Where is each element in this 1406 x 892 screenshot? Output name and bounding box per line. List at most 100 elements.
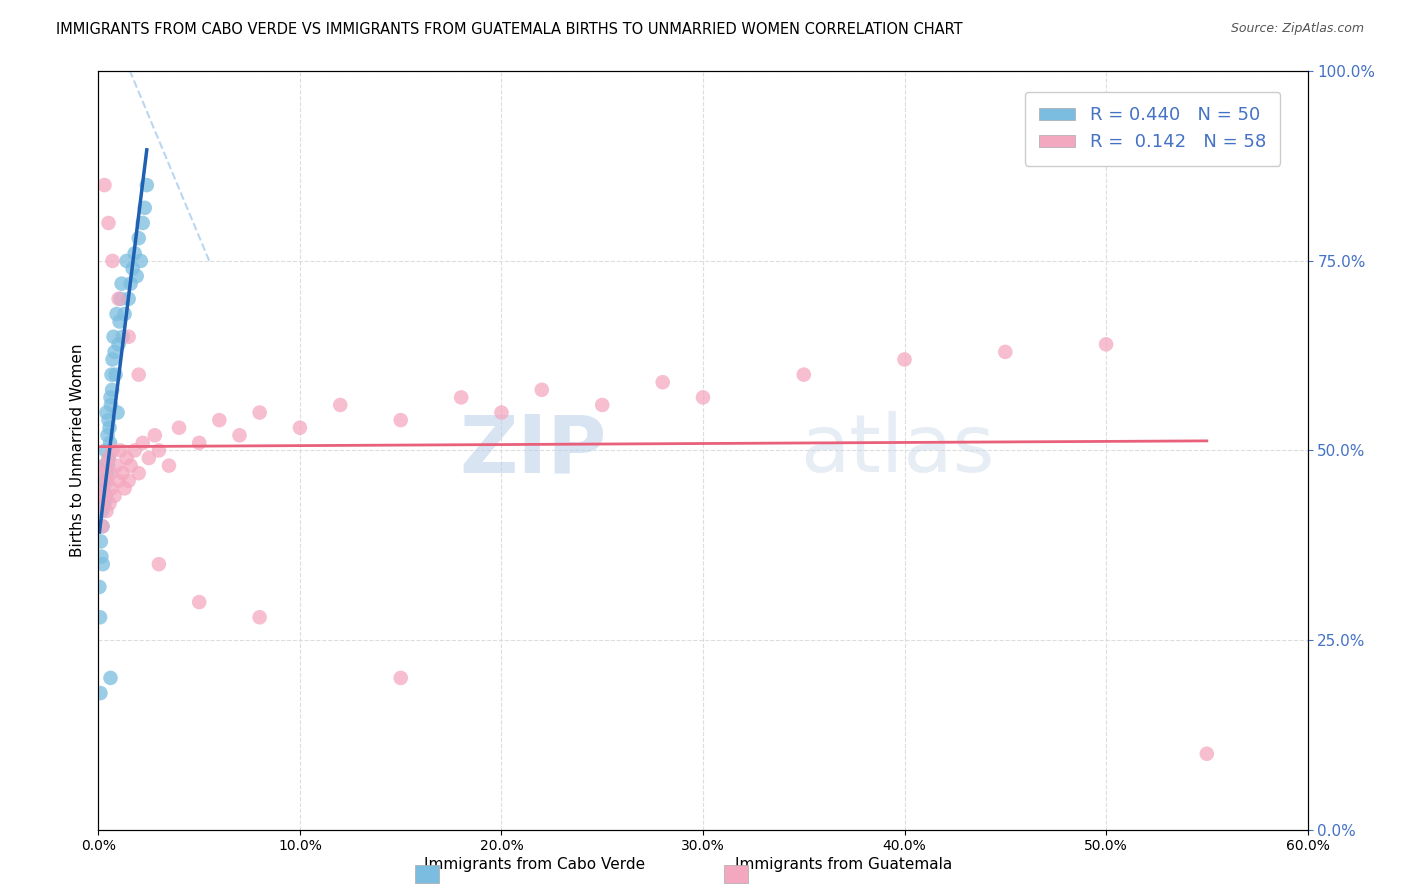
Point xyxy=(91,519,114,533)
Point xyxy=(97,451,120,466)
Point xyxy=(100,466,122,480)
Point xyxy=(93,466,115,480)
Point xyxy=(167,421,190,435)
Point xyxy=(157,458,180,473)
Point xyxy=(90,534,112,549)
Point xyxy=(208,413,231,427)
Point xyxy=(89,580,111,594)
Point xyxy=(101,352,124,367)
Point xyxy=(118,330,141,344)
Point xyxy=(96,466,118,480)
Point xyxy=(98,436,121,450)
Point xyxy=(94,489,117,503)
Point xyxy=(450,391,472,405)
Point xyxy=(110,277,132,291)
Point xyxy=(105,458,128,473)
Text: IMMIGRANTS FROM CABO VERDE VS IMMIGRANTS FROM GUATEMALA BIRTHS TO UNMARRIED WOME: IMMIGRANTS FROM CABO VERDE VS IMMIGRANTS… xyxy=(56,22,963,37)
Point xyxy=(97,451,120,466)
Text: ZIP: ZIP xyxy=(458,411,606,490)
Point xyxy=(138,451,160,466)
Point xyxy=(107,474,129,488)
Point xyxy=(96,504,118,518)
Point xyxy=(93,482,115,496)
Point xyxy=(389,413,412,427)
Point xyxy=(1195,747,1218,761)
Point xyxy=(107,405,129,420)
Point xyxy=(120,458,142,473)
Point xyxy=(110,292,132,306)
Point xyxy=(91,557,114,572)
Point xyxy=(651,376,673,390)
Point xyxy=(96,405,118,420)
Point xyxy=(96,474,118,488)
Point xyxy=(124,246,146,260)
Point xyxy=(107,292,129,306)
Point xyxy=(1095,337,1118,351)
Point xyxy=(249,610,271,624)
Point xyxy=(125,269,148,284)
Point xyxy=(129,253,152,268)
Point xyxy=(249,405,271,420)
Point xyxy=(89,686,111,700)
Point xyxy=(97,216,120,230)
Point xyxy=(93,489,115,503)
Point xyxy=(188,595,211,609)
Point xyxy=(118,474,141,488)
Text: Immigrants from Guatemala: Immigrants from Guatemala xyxy=(735,857,952,872)
Point xyxy=(692,391,714,405)
Point xyxy=(90,482,112,496)
Point xyxy=(128,368,150,382)
Point xyxy=(100,368,122,382)
Point xyxy=(118,292,141,306)
Point xyxy=(128,231,150,245)
Point xyxy=(98,496,121,510)
Point xyxy=(329,398,352,412)
Point xyxy=(108,315,131,329)
Text: Immigrants from Cabo Verde: Immigrants from Cabo Verde xyxy=(423,857,645,872)
Point xyxy=(530,383,553,397)
Point xyxy=(132,216,155,230)
Point xyxy=(793,368,815,382)
Point xyxy=(148,557,170,572)
Point xyxy=(100,398,122,412)
Legend: R = 0.440   N = 50, R =  0.142   N = 58: R = 0.440 N = 50, R = 0.142 N = 58 xyxy=(1025,92,1281,166)
Point xyxy=(120,277,142,291)
Point xyxy=(994,344,1017,359)
Point xyxy=(114,307,136,321)
Point xyxy=(100,482,122,496)
Point xyxy=(111,466,134,480)
Point xyxy=(188,436,211,450)
Point xyxy=(94,443,117,458)
Point xyxy=(103,344,125,359)
Point xyxy=(103,489,125,503)
Point xyxy=(128,466,150,480)
Point xyxy=(143,428,166,442)
Point xyxy=(111,330,134,344)
Point xyxy=(132,436,155,450)
Point xyxy=(135,178,157,193)
Point xyxy=(288,421,311,435)
Text: Source: ZipAtlas.com: Source: ZipAtlas.com xyxy=(1230,22,1364,36)
Point xyxy=(89,496,111,510)
Point xyxy=(100,671,122,685)
Point xyxy=(89,610,111,624)
Point xyxy=(591,398,613,412)
Point xyxy=(893,352,915,367)
Point xyxy=(94,458,117,473)
Point xyxy=(148,443,170,458)
Point xyxy=(228,428,250,442)
Point xyxy=(91,504,114,518)
Point xyxy=(491,405,513,420)
Y-axis label: Births to Unmarried Women: Births to Unmarried Women xyxy=(69,343,84,558)
Point xyxy=(114,482,136,496)
Point xyxy=(101,253,124,268)
Point xyxy=(134,201,156,215)
Point xyxy=(94,474,117,488)
Point xyxy=(104,368,127,382)
Point xyxy=(90,549,112,564)
Point xyxy=(107,337,129,351)
Point xyxy=(115,451,138,466)
Point xyxy=(115,253,138,268)
Point xyxy=(100,391,122,405)
Point xyxy=(97,458,120,473)
